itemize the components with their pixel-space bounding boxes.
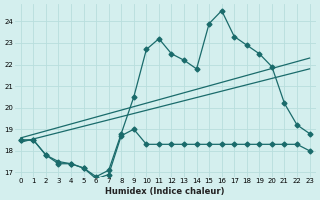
- X-axis label: Humidex (Indice chaleur): Humidex (Indice chaleur): [106, 187, 225, 196]
